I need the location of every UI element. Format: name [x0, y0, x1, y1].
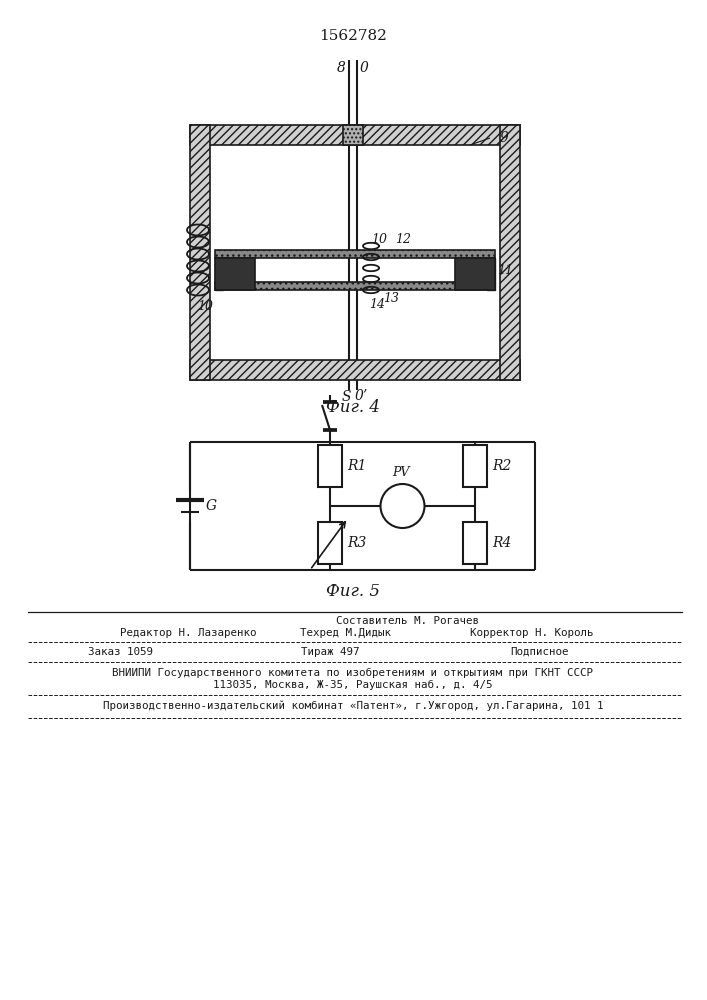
- Text: Фиг. 5: Фиг. 5: [326, 584, 380, 600]
- Text: 8: 8: [337, 61, 346, 75]
- Bar: [215, 250, 495, 258]
- Text: R2: R2: [492, 459, 511, 473]
- Text: Редактор Н. Лазаренко: Редактор Н. Лазаренко: [120, 628, 257, 638]
- Bar: [215, 282, 495, 290]
- Text: ВНИИПИ Государственного комитета по изобретениям и открытиям при ГКНТ СССР: ВНИИПИ Государственного комитета по изоб…: [112, 668, 593, 678]
- Text: Производственно-издательский комбинат «Патент», г.Ужгород, ул.Гагарина, 101 1: Производственно-издательский комбинат «П…: [103, 701, 603, 711]
- Text: 11: 11: [497, 263, 513, 276]
- Text: S: S: [342, 390, 351, 404]
- Bar: [215, 258, 223, 290]
- Text: R1: R1: [347, 459, 366, 473]
- Text: Составитель М. Рогачев: Составитель М. Рогачев: [336, 616, 479, 626]
- Bar: [318, 522, 342, 564]
- Text: R4: R4: [492, 536, 511, 550]
- Bar: [190, 360, 520, 380]
- Text: 0’: 0’: [355, 389, 368, 403]
- Bar: [487, 258, 495, 290]
- Text: Тираж 497: Тираж 497: [300, 647, 359, 657]
- Bar: [210, 145, 500, 360]
- Bar: [463, 522, 487, 564]
- Bar: [463, 445, 487, 487]
- Bar: [190, 125, 210, 380]
- Text: 113035, Москва, Ж-35, Раушская наб., д. 4/5: 113035, Москва, Ж-35, Раушская наб., д. …: [214, 680, 493, 690]
- Text: 12: 12: [395, 233, 411, 246]
- Text: 10: 10: [197, 300, 213, 313]
- Text: Заказ 1059: Заказ 1059: [88, 647, 153, 657]
- Text: 0: 0: [360, 61, 369, 75]
- Text: Техред М.Дидык: Техред М.Дидык: [300, 628, 391, 638]
- Text: Фиг. 4: Фиг. 4: [326, 399, 380, 416]
- Text: Корректор Н. Король: Корректор Н. Король: [470, 628, 593, 638]
- Text: 14: 14: [369, 298, 385, 311]
- Text: 1562782: 1562782: [319, 29, 387, 43]
- Bar: [343, 125, 363, 145]
- Bar: [318, 445, 342, 487]
- Bar: [455, 258, 495, 290]
- Text: 10: 10: [371, 233, 387, 246]
- Text: Подписное: Подписное: [510, 647, 568, 657]
- Bar: [500, 125, 520, 380]
- Text: PV: PV: [392, 466, 409, 479]
- Text: 9: 9: [500, 131, 509, 145]
- Circle shape: [380, 484, 424, 528]
- Bar: [215, 258, 255, 290]
- Bar: [190, 125, 520, 145]
- Text: G: G: [206, 499, 217, 513]
- Text: R3: R3: [347, 536, 366, 550]
- Text: 13: 13: [383, 292, 399, 305]
